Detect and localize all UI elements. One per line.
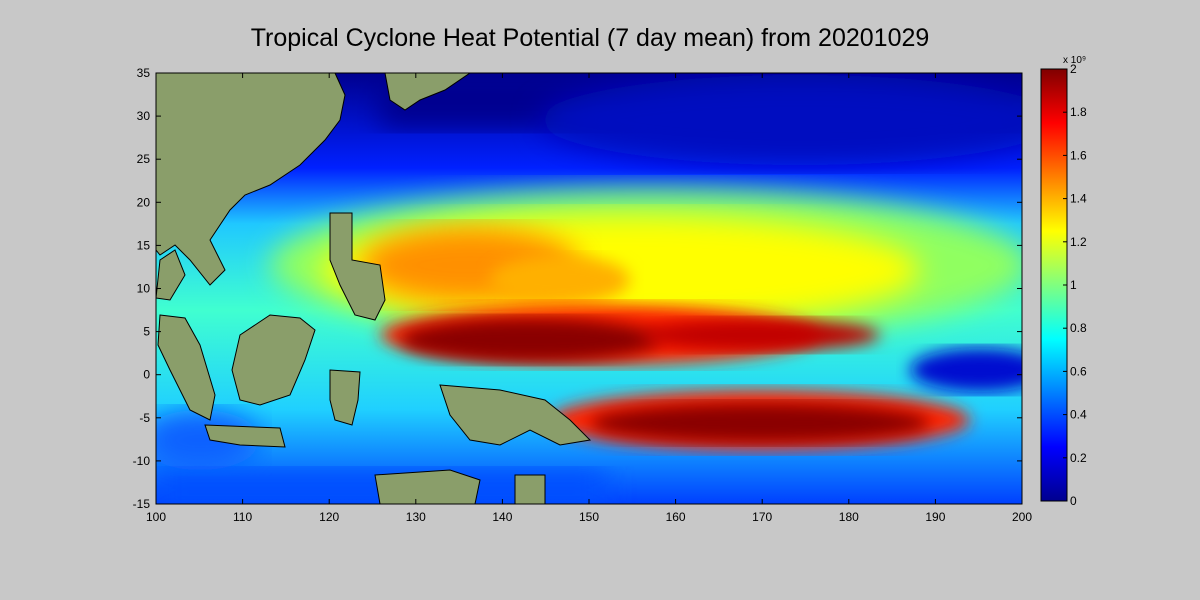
colorbar [1040, 68, 1068, 502]
land-masses [156, 73, 592, 504]
y-tick-label: 0 [143, 368, 150, 382]
x-tick-label: 150 [579, 510, 599, 524]
colorbar-tick-label: 0.2 [1070, 451, 1087, 465]
y-tick-label: 20 [137, 195, 151, 209]
colorbar-exponent-label: x 10⁹ [1063, 55, 1087, 66]
colorbar-tick-label: 1 [1070, 278, 1077, 292]
colorbar-tick-label: 1.8 [1070, 105, 1087, 119]
x-tick-label: 170 [752, 510, 772, 524]
x-tick-label: 130 [406, 510, 426, 524]
heat-field [156, 73, 1022, 504]
y-tick-label: 15 [137, 238, 151, 252]
y-tick-label: 5 [143, 325, 150, 339]
colorbar-tick-label: 2 [1070, 62, 1077, 76]
x-tick-label: 110 [233, 510, 252, 524]
y-tick-label: 35 [137, 66, 151, 80]
y-tick-label: -10 [133, 454, 151, 468]
x-tick-label: 160 [666, 510, 686, 524]
y-tick-label: 10 [137, 282, 151, 296]
colorbar-tick-label: 0 [1070, 494, 1077, 508]
colorbar-tick-label: 0.8 [1070, 321, 1087, 335]
y-tick-label: -15 [133, 497, 151, 511]
x-axis: 100 110 120 130 140 150 160 170 180 190 200 [146, 73, 1032, 524]
colorbar-tick-label: 0.4 [1070, 408, 1087, 422]
map-title: Tropical Cyclone Heat Potential (7 day m… [250, 24, 930, 52]
x-tick-label: 200 [1012, 510, 1032, 524]
y-axis: 35 30 25 20 15 10 5 0 -5 -10 -15 [133, 66, 1022, 511]
colorbar-ticks: 2 1.8 1.6 1.4 1.2 1 0.8 0.6 0.4 0.2 0 [1063, 62, 1087, 508]
colorbar-tick-label: 0.6 [1070, 364, 1087, 378]
colorbar-tick-label: 1.6 [1070, 148, 1087, 162]
x-tick-label: 140 [492, 510, 512, 524]
colorbar-tick-label: 1.2 [1070, 235, 1087, 249]
y-tick-label: -5 [139, 411, 150, 425]
y-tick-label: 30 [137, 109, 151, 123]
x-tick-label: 120 [319, 510, 339, 524]
y-tick-label: 25 [137, 152, 151, 166]
x-tick-label: 100 [146, 510, 166, 524]
colorbar-tick-label: 1.4 [1070, 192, 1087, 206]
x-tick-label: 180 [839, 510, 859, 524]
x-tick-label: 190 [925, 510, 945, 524]
